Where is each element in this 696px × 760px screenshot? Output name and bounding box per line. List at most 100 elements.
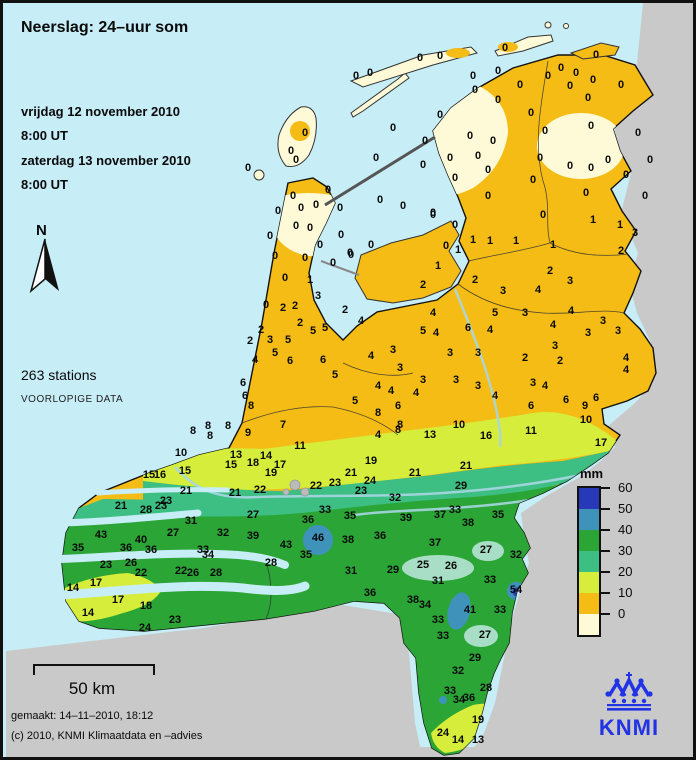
station-value: 0 (429, 207, 437, 219)
station-value: 15 (142, 469, 156, 481)
station-value: 0 (587, 120, 595, 132)
legend-unit-label: mm (580, 466, 604, 481)
station-value: 17 (594, 437, 608, 449)
station-value: 13 (471, 734, 485, 746)
station-value: 1 (512, 235, 520, 247)
station-value: 0 (292, 154, 300, 166)
station-value: 4 (412, 387, 420, 399)
station-value: 0 (329, 257, 337, 269)
station-value: 43 (279, 539, 293, 551)
station-value: 33 (436, 630, 450, 642)
scale-bar-label: 50 km (68, 679, 116, 698)
station-value: 28 (264, 557, 278, 569)
station-value: 4 (374, 429, 382, 441)
station-value: 19 (364, 455, 378, 467)
station-value: 0 (367, 239, 375, 251)
station-value: 11 (294, 440, 306, 452)
terschelling-orange-patch (446, 48, 470, 58)
station-value: 3 (474, 347, 482, 359)
station-value: 3 (419, 374, 427, 386)
station-value: 21 (114, 500, 128, 512)
station-value: 31 (344, 565, 358, 577)
station-count: 263 stations (21, 367, 97, 383)
station-value: 3 (529, 377, 537, 389)
station-value: 8 (247, 400, 255, 412)
station-value: 0 (604, 154, 612, 166)
station-value: 0 (634, 127, 642, 139)
station-value: 34 (452, 694, 466, 706)
station-value: 0 (316, 239, 324, 251)
station-value: 0 (301, 252, 309, 264)
station-value: 6 (562, 394, 570, 406)
flevoland-polder (354, 220, 462, 304)
station-value: 0 (501, 42, 509, 54)
station-value: 0 (589, 74, 597, 86)
station-value: 3 (314, 290, 322, 302)
generated-timestamp: gemaakt: 14–11–2010, 18:12 (11, 710, 154, 722)
station-value: 0 (376, 194, 384, 206)
scale-bar (33, 664, 155, 675)
station-value: 0 (366, 67, 374, 79)
station-value: 24 (363, 475, 377, 487)
station-value: 26 (186, 567, 200, 579)
station-value: 38 (341, 534, 355, 546)
station-value: 0 (297, 202, 305, 214)
precipitation-legend: mm 60 50 40 30 20 10 0 (577, 466, 632, 637)
station-value: 3 (566, 275, 574, 287)
station-value: 0 (347, 249, 355, 261)
station-value: 0 (474, 150, 482, 162)
station-value: 0 (352, 70, 360, 82)
station-value: 1 (469, 234, 477, 246)
station-value: 27 (166, 527, 180, 539)
station-value: 9 (244, 427, 252, 439)
legend-tick: 10 (601, 586, 632, 600)
station-value: 37 (433, 509, 447, 521)
station-value: 32 (388, 492, 402, 504)
legend-tick: 60 (601, 481, 632, 495)
station-value: 0 (484, 190, 492, 202)
station-value: 0 (419, 159, 427, 171)
station-value: 0 (466, 130, 474, 142)
station-value: 40 (134, 534, 148, 546)
station-value: 0 (436, 50, 444, 62)
station-value: 0 (312, 199, 320, 211)
station-value: 16 (153, 469, 167, 481)
station-value: 0 (544, 70, 552, 82)
station-value: 22 (174, 565, 188, 577)
station-value: 4 (534, 284, 542, 296)
station-value: 3 (599, 315, 607, 327)
station-value: 4 (432, 327, 440, 339)
station-value: 0 (451, 172, 459, 184)
station-value: 17 (111, 594, 125, 606)
station-value: 2 (521, 352, 529, 364)
station-value: 27 (478, 629, 492, 641)
period-start-date: vrijdag 12 november 2010 (21, 104, 180, 119)
station-value: 6 (464, 322, 472, 334)
station-value: 5 (351, 395, 359, 407)
station-value: 36 (144, 544, 158, 556)
station-value: 0 (271, 250, 279, 262)
station-value: 0 (527, 107, 535, 119)
station-value: 1 (589, 214, 597, 226)
station-value: 14 (81, 607, 95, 619)
station-value: 0 (346, 247, 354, 259)
legend-colorbar (577, 486, 601, 637)
station-value: 32 (509, 549, 523, 561)
station-value: 0 (451, 219, 459, 231)
station-value: 4 (622, 364, 630, 376)
station-value: 27 (246, 509, 260, 521)
station-value: 23 (154, 500, 168, 512)
station-value: 0 (372, 152, 380, 164)
station-value: 1 (434, 260, 442, 272)
station-value: 0 (646, 154, 654, 166)
afsluitdijk (324, 135, 436, 207)
station-value: 5 (419, 325, 427, 337)
station-value: 10 (452, 419, 466, 431)
north-label: N (36, 222, 47, 239)
station-value: 8 (394, 424, 402, 436)
station-value: 8 (206, 430, 214, 442)
station-value: 0 (416, 52, 424, 64)
station-value: 1 (306, 274, 314, 286)
station-value: 0 (541, 125, 549, 137)
